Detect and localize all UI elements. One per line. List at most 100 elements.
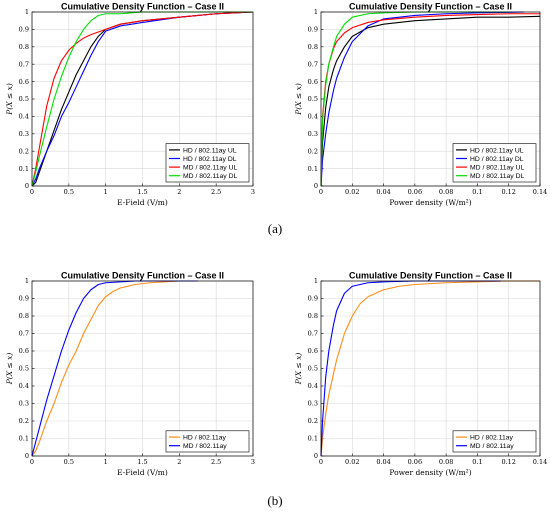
y-tick-label: 0.8 — [308, 312, 318, 320]
series-line-0 — [320, 280, 540, 457]
y-tick-label: 0.5 — [19, 95, 29, 103]
y-tick-label: 0.4 — [19, 113, 29, 121]
x-tick-label: 0.14 — [533, 188, 547, 196]
y-tick-label: 0.1 — [308, 435, 318, 443]
series-line-1 — [31, 11, 254, 187]
chart-0: 0 0.5 1 1.5 2 2.5 3 0 0.1 0.2 0.3 0.4 0.5 0.6 0.7 0.8 0.… — [5, 2, 255, 208]
x-tick-label: 0.12 — [501, 458, 515, 466]
x-tick-label: 0.5 — [64, 188, 74, 196]
x-tick-label: 0.04 — [376, 188, 390, 196]
y-tick-label: 1 — [25, 277, 29, 285]
y-axis-label: P(X ≤ x) — [5, 353, 14, 386]
x-tick-label: 0.5 — [64, 458, 74, 466]
legend-label-1: MD / 802.11ay — [470, 443, 514, 450]
legend-label-2: MD / 802.11ay UL — [183, 165, 237, 172]
y-tick-label: 0.8 — [308, 43, 318, 51]
y-tick-label: 0.1 — [308, 165, 318, 173]
y-tick-label: 0.3 — [308, 130, 318, 138]
y-axis-label: P(X ≤ x) — [294, 353, 303, 386]
y-tick-label: 0.1 — [19, 165, 29, 173]
plot-frame — [31, 11, 254, 187]
x-tick-label: 3 — [251, 458, 255, 466]
y-tick-label: 0.9 — [308, 26, 318, 34]
y-tick-label: 0.2 — [308, 417, 318, 425]
legend-label-1: HD / 802.11ay DL — [183, 156, 237, 163]
legend-label-0: HD / 802.11ay — [470, 435, 514, 442]
y-tick-label: 0.3 — [19, 400, 29, 408]
x-tick-label: 0 — [30, 188, 34, 196]
x-tick-label: 0.1 — [472, 458, 482, 466]
x-tick-label: 1.5 — [137, 458, 147, 466]
y-tick-label: 0.9 — [19, 295, 29, 303]
plot-frame — [320, 280, 541, 457]
x-tick-label: 0.04 — [376, 458, 390, 466]
x-tick-label: 0.02 — [345, 188, 359, 196]
legend-label-3: MD / 802.11ay DL — [470, 173, 524, 180]
y-tick-label: 0.2 — [19, 147, 29, 155]
y-tick-label: 0.7 — [19, 60, 29, 68]
y-tick-label: 0.7 — [19, 330, 29, 338]
y-tick-label: 1 — [314, 8, 318, 16]
y-tick-label: 0.4 — [308, 113, 318, 121]
y-tick-label: 0.6 — [19, 78, 29, 86]
y-tick-label: 0.6 — [19, 347, 29, 355]
y-tick-label: 0 — [25, 182, 29, 190]
x-tick-label: 0 — [30, 458, 34, 466]
y-tick-label: 0 — [314, 182, 318, 190]
y-tick-label: 0 — [314, 452, 318, 460]
y-tick-label: 0.4 — [308, 382, 318, 390]
y-tick-label: 0.2 — [19, 417, 29, 425]
legend-label-0: HD / 802.11ay — [183, 435, 227, 442]
panel-label-b: (b) — [267, 493, 282, 508]
chart-title: Cumulative Density Function – Case II — [349, 271, 512, 281]
y-tick-label: 1 — [25, 8, 29, 16]
chart-1: 0 0.02 0.04 0.06 0.08 0.1 0.12 0.14 0 0.1 0.2 0.3 0.… — [294, 2, 547, 208]
x-tick-label: 1.5 — [137, 188, 147, 196]
chart-title: Cumulative Density Function – Case II — [61, 271, 224, 281]
x-tick-label: 0.14 — [533, 458, 547, 466]
legend-label-1: MD / 802.11ay — [183, 443, 227, 450]
y-tick-label: 0.7 — [308, 60, 318, 68]
y-axis-label: P(X ≤ x) — [5, 83, 14, 116]
chart-title: Cumulative Density Function – Case II — [61, 2, 224, 12]
legend-label-0: HD / 802.11ay UL — [470, 147, 524, 154]
x-tick-label: 2 — [177, 188, 181, 196]
legend-label-1: HD / 802.11ay DL — [470, 156, 524, 163]
x-tick-label: 0.06 — [408, 458, 422, 466]
y-tick-label: 0.5 — [308, 365, 318, 373]
x-tick-label: 1 — [104, 188, 108, 196]
legend-box — [165, 430, 250, 453]
y-tick-label: 0.7 — [308, 330, 318, 338]
plot-frame — [31, 280, 254, 457]
y-tick-label: 0.3 — [308, 400, 318, 408]
x-tick-label: 0.1 — [472, 188, 482, 196]
x-tick-label: 0.08 — [439, 458, 453, 466]
x-tick-label: 2.5 — [211, 188, 221, 196]
y-tick-label: 0.2 — [308, 147, 318, 155]
legend-label-0: HD / 802.11ay UL — [183, 147, 237, 154]
series-line-1 — [320, 11, 525, 187]
y-tick-label: 0.8 — [19, 312, 29, 320]
y-tick-label: 0.9 — [308, 295, 318, 303]
series-line-0 — [320, 15, 541, 187]
y-tick-label: 0.1 — [19, 435, 29, 443]
y-tick-label: 0 — [25, 452, 29, 460]
y-tick-label: 0.3 — [19, 130, 29, 138]
x-axis-label: E-Field (V/m) — [117, 198, 168, 207]
x-tick-label: 0.06 — [408, 188, 422, 196]
legend-label-3: MD / 802.11ay DL — [183, 173, 237, 180]
x-tick-label: 0.02 — [345, 458, 359, 466]
y-tick-label: 0.9 — [19, 26, 29, 34]
y-tick-label: 0.5 — [308, 95, 318, 103]
x-axis-label: Power density (W/m²) — [389, 468, 471, 477]
y-tick-label: 0.6 — [308, 347, 318, 355]
y-axis-label: P(X ≤ x) — [294, 83, 303, 116]
y-tick-label: 0.8 — [19, 43, 29, 51]
chart-2: 0 0.5 1 1.5 2 2.5 3 0 0.1 0.2 0.3 0.4 0.5 0.6 0.7 0.8 0.… — [5, 271, 255, 478]
y-tick-label: 0.5 — [19, 365, 29, 373]
x-axis-label: E-Field (V/m) — [117, 468, 168, 477]
legend-box — [452, 430, 537, 453]
x-tick-label: 2.5 — [211, 458, 221, 466]
x-tick-label: 0.08 — [439, 188, 453, 196]
y-tick-label: 1 — [314, 277, 318, 285]
